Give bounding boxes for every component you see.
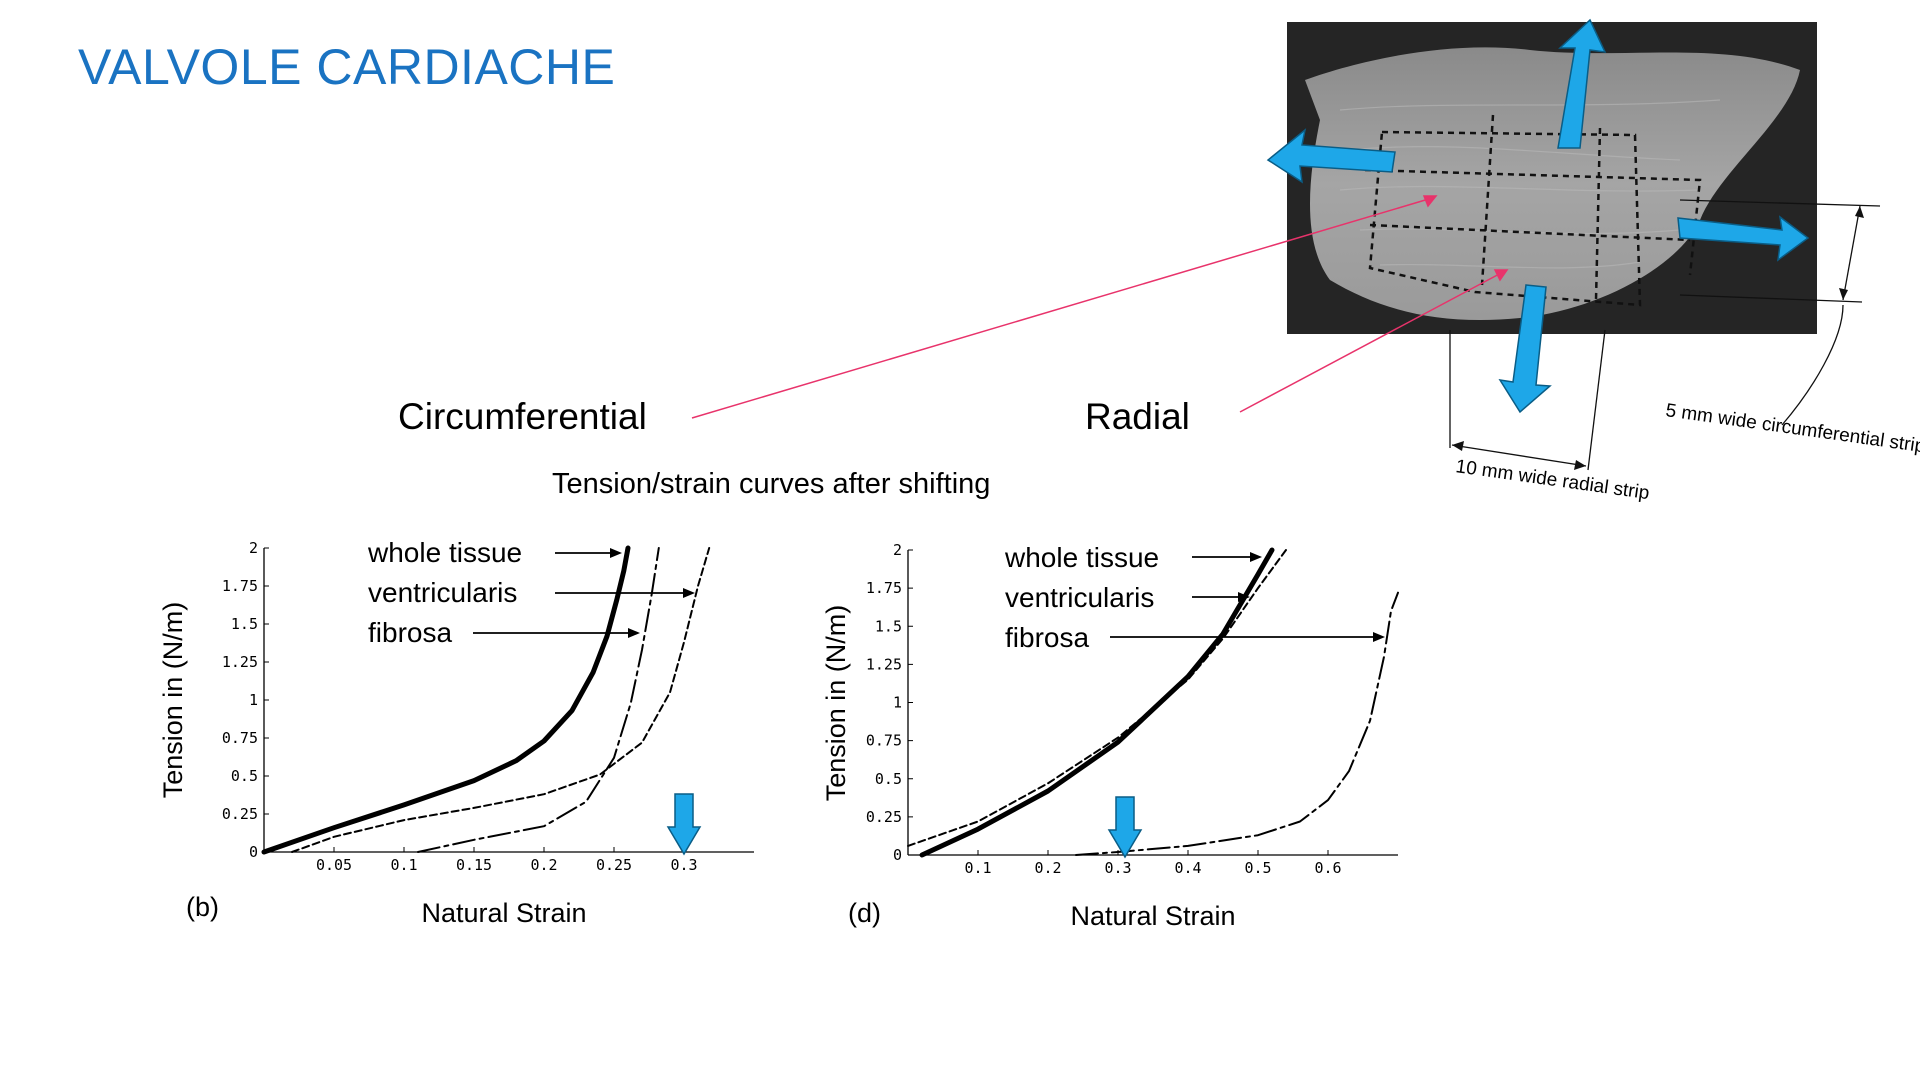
x-axis-label: Natural Strain [421,898,586,928]
y-tick-label: 1.75 [866,579,902,597]
x-tick-label: 0.2 [1034,859,1061,877]
y-tick-label: 0.75 [866,732,902,750]
x-tick-label: 0.3 [670,856,697,874]
legend-label-ventricularis: ventricularis [1005,582,1154,613]
legend-arrowhead [1373,632,1385,642]
y-axis-label: Tension in (N/m) [158,602,188,799]
legend-arrowhead [1250,552,1262,562]
x-tick-label: 0.2 [530,856,557,874]
y-tick-label: 1.5 [231,615,258,633]
pointer-lines [691,195,1509,419]
dimension-arrowheads [1452,206,1864,470]
x-tick-label: 0.05 [316,856,352,874]
y-tick-label: 0 [893,846,902,864]
x-axis-label: Natural Strain [1070,901,1235,931]
y-tick-label: 1 [893,694,902,712]
arrow-left-icon [1266,128,1396,184]
legend-arrowhead [1238,592,1250,602]
valve-leaflet [1305,47,1800,321]
legend-label-fibrosa: fibrosa [368,617,452,648]
y-tick-label: 1.5 [875,617,902,635]
y-tick-label: 2 [893,541,902,559]
arrow-down-icon [1498,284,1552,414]
y-tick-label: 0 [249,843,258,861]
series-line-ventricularis [291,547,711,853]
y-axis-label: Tension in (N/m) [821,605,851,802]
slide-title: VALVOLE CARDIACHE [78,39,616,95]
x-tick-label: 0.5 [1244,859,1271,877]
legend-arrowhead [628,628,640,638]
x-tick-label: 0.1 [964,859,991,877]
y-tick-label: 0.5 [875,770,902,788]
strip-outline [1364,114,1702,307]
x-tick-label: 0.6 [1314,859,1341,877]
dimension-lines [1449,199,1881,471]
x-tick-label: 0.15 [456,856,492,874]
y-tick-label: 1.25 [866,655,902,673]
y-tick-label: 0.5 [231,767,258,785]
arrow-right-icon [1677,215,1810,262]
series-line-whole-tissue [261,545,631,855]
x-tick-label: 0.1 [390,856,417,874]
y-tick-label: 1 [249,691,258,709]
radial-label: Radial [1085,396,1190,437]
panel-label: (b) [186,892,219,922]
legend-label-whole-tissue: whole tissue [367,537,522,568]
stretch-arrows [1266,18,1810,414]
legend-label-fibrosa: fibrosa [1005,622,1089,653]
y-tick-label: 2 [249,539,258,557]
panel-label: (d) [848,898,881,928]
x-tick-label: 0.25 [596,856,632,874]
strain-marker-arrow-icon [1107,796,1143,859]
fiber-texture [1339,99,1721,269]
y-tick-label: 0.25 [222,805,258,823]
circumferential-label: Circumferential [398,396,647,437]
legend-arrowhead [683,588,695,598]
y-tick-label: 1.25 [222,653,258,671]
legend-arrowhead [610,548,622,558]
series-line-ventricularis [907,549,1287,847]
series-line-fibrosa [1075,591,1399,856]
x-tick-label: 0.4 [1174,859,1201,877]
arrow-up-icon [1557,18,1607,149]
y-tick-label: 0.25 [866,808,902,826]
chart-subtitle: Tension/strain curves after shifting [552,468,991,500]
legend-label-whole-tissue: whole tissue [1004,542,1159,573]
y-tick-label: 1.75 [222,577,258,595]
strain-marker-arrow-icon [666,793,702,856]
legend-label-ventricularis: ventricularis [368,577,517,608]
x-tick-label: 0.3 [1104,859,1131,877]
y-tick-label: 0.75 [222,729,258,747]
series-line-fibrosa [417,547,660,853]
